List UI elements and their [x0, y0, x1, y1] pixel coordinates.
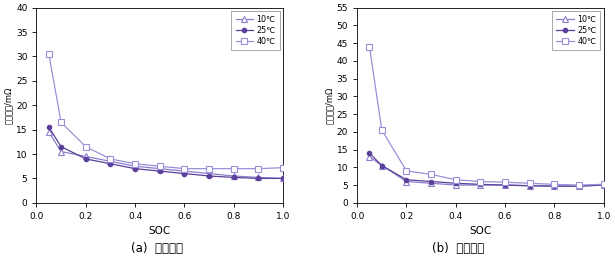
Y-axis label: 极化内阻/mΩ: 极化内阻/mΩ [325, 87, 334, 124]
25℃ [57, 145, 65, 148]
40℃ [403, 169, 410, 172]
10℃ [156, 167, 164, 170]
Line: 25℃: 25℃ [47, 125, 285, 181]
10℃ [550, 185, 558, 188]
25℃ [107, 162, 114, 165]
Line: 40℃: 40℃ [367, 44, 606, 188]
40℃ [526, 182, 533, 185]
40℃ [230, 167, 237, 170]
10℃ [107, 160, 114, 163]
10℃ [132, 165, 139, 168]
25℃ [378, 164, 386, 167]
40℃ [107, 157, 114, 160]
10℃ [403, 180, 410, 183]
25℃ [45, 126, 52, 129]
40℃ [279, 166, 287, 169]
40℃ [452, 178, 459, 181]
25℃ [550, 185, 558, 188]
40℃ [255, 167, 262, 170]
Line: 10℃: 10℃ [367, 154, 606, 189]
25℃ [82, 157, 89, 160]
40℃ [501, 181, 509, 184]
25℃ [255, 177, 262, 180]
25℃ [366, 152, 373, 155]
10℃ [452, 184, 459, 187]
X-axis label: SOC: SOC [469, 226, 491, 236]
Line: 40℃: 40℃ [46, 51, 285, 171]
40℃ [57, 121, 65, 124]
40℃ [366, 45, 373, 48]
10℃ [501, 184, 509, 187]
40℃ [378, 128, 386, 132]
Legend: 10℃, 25℃, 40℃: 10℃, 25℃, 40℃ [552, 11, 600, 50]
10℃ [378, 164, 386, 167]
Text: (b)  极化内阻: (b) 极化内阻 [432, 242, 484, 255]
X-axis label: SOC: SOC [149, 226, 171, 236]
25℃ [427, 180, 435, 183]
25℃ [230, 176, 237, 179]
Y-axis label: 欧姆内阻/mΩ: 欧姆内阻/mΩ [4, 87, 13, 124]
40℃ [181, 167, 188, 170]
10℃ [57, 150, 65, 153]
40℃ [82, 145, 89, 148]
10℃ [181, 170, 188, 173]
25℃ [132, 167, 139, 170]
40℃ [550, 183, 558, 186]
40℃ [477, 180, 484, 183]
10℃ [427, 182, 435, 185]
Text: (a)  欧姆内阻: (a) 欧姆内阻 [131, 242, 183, 255]
40℃ [156, 165, 164, 168]
10℃ [526, 184, 533, 187]
10℃ [255, 176, 262, 179]
25℃ [156, 170, 164, 173]
25℃ [600, 184, 608, 187]
25℃ [575, 185, 582, 188]
Line: 10℃: 10℃ [46, 129, 285, 181]
25℃ [526, 184, 533, 187]
10℃ [82, 155, 89, 158]
40℃ [45, 53, 52, 56]
25℃ [477, 183, 484, 186]
40℃ [427, 173, 435, 176]
10℃ [366, 155, 373, 158]
25℃ [181, 172, 188, 175]
40℃ [575, 184, 582, 187]
25℃ [205, 174, 213, 178]
40℃ [205, 167, 213, 170]
10℃ [205, 172, 213, 175]
25℃ [501, 184, 509, 187]
10℃ [45, 131, 52, 134]
Line: 25℃: 25℃ [367, 151, 606, 188]
40℃ [132, 162, 139, 165]
25℃ [279, 177, 287, 180]
10℃ [230, 174, 237, 178]
10℃ [600, 184, 608, 187]
10℃ [575, 185, 582, 188]
10℃ [477, 184, 484, 187]
25℃ [403, 178, 410, 181]
10℃ [279, 177, 287, 180]
Legend: 10℃, 25℃, 40℃: 10℃, 25℃, 40℃ [231, 11, 280, 50]
25℃ [452, 182, 459, 185]
40℃ [600, 183, 608, 186]
